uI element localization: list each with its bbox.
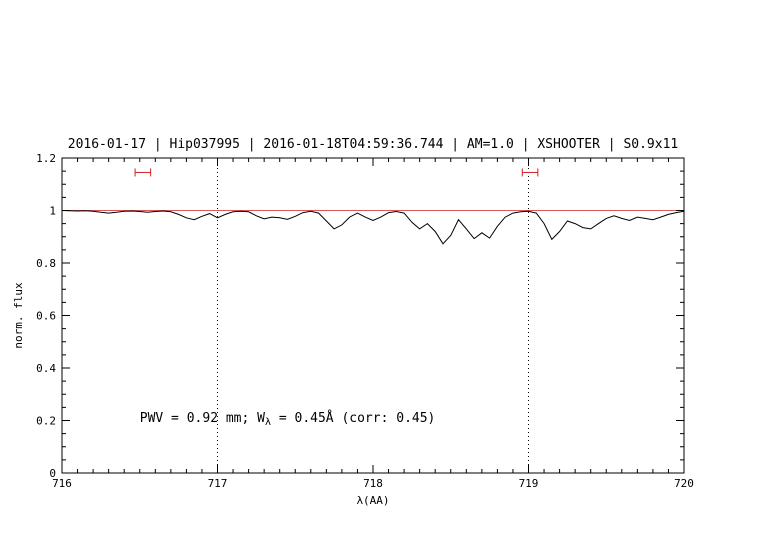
x-tick-label: 716 [52, 477, 72, 490]
vertical-dotted-lines [217, 158, 529, 473]
annotation-part: = 0.45Å (corr: 0.45) [271, 410, 435, 426]
annotation-part: λ [265, 417, 271, 428]
y-axis-ticks [62, 157, 684, 474]
y-axis-label: norm. flux [12, 282, 25, 349]
x-tick-label: 717 [208, 477, 228, 490]
y-tick-labels: 0 0.2 0.4 0.6 0.8 1 1.2 [36, 152, 56, 480]
chart-title: 2016-01-17 | Hip037995 | 2016-01-18T04:5… [68, 137, 678, 152]
annotation-part: PWV = 0.92 mm; W [140, 411, 265, 426]
x-axis-label: λ(AA) [356, 494, 389, 507]
x-tick-label: 718 [363, 477, 383, 490]
x-tick-label: 720 [674, 477, 694, 490]
x-tick-label: 719 [519, 477, 539, 490]
x-axis-ticks [61, 158, 685, 473]
y-tick-label: 0.6 [36, 310, 56, 323]
y-tick-label: 1.2 [36, 152, 56, 165]
y-tick-label: 0 [49, 467, 56, 480]
band-marker [134, 168, 152, 177]
y-tick-label: 0.2 [36, 415, 56, 428]
y-tick-label: 0.8 [36, 257, 56, 270]
pwv-annotation: PWV = 0.92 mm; Wλ = 0.45Å (corr: 0.45) [140, 410, 436, 428]
y-tick-label: 1 [49, 205, 56, 218]
spectrum-line [61, 210, 685, 245]
x-tick-labels: 716 717 718 719 720 [52, 477, 694, 490]
band-markers [134, 168, 539, 177]
band-marker [521, 168, 539, 177]
y-tick-label: 0.4 [36, 362, 56, 375]
